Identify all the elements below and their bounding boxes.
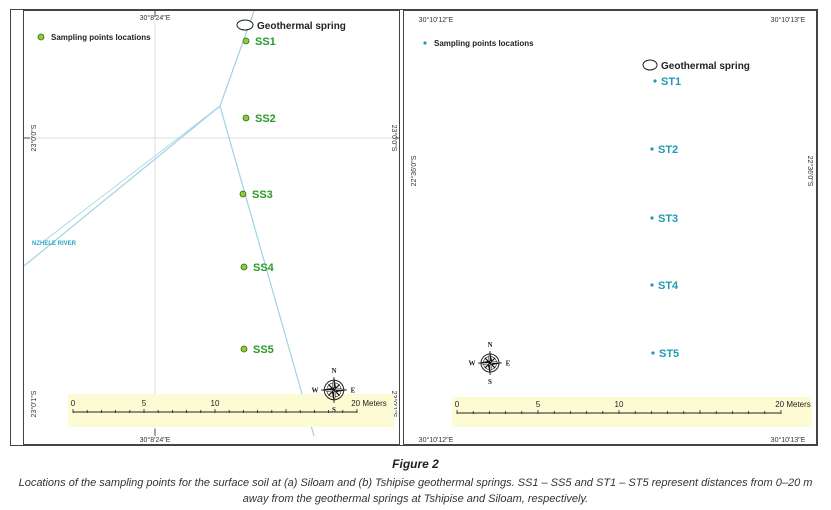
sampling-point-label: SS2: [255, 113, 276, 125]
compass-direction-label: S: [488, 378, 492, 386]
sampling-point-marker: [240, 345, 248, 353]
coord-bottom-left: 30°10'12"E: [419, 436, 454, 444]
legend-spring-label: Geothermal spring: [661, 61, 750, 72]
scale-bar-label: 20 Meters: [351, 399, 387, 408]
legend-points-label: Sampling points locations: [51, 33, 151, 42]
scale-bar-background: [452, 397, 812, 427]
map-panel-siloam: NZHELE RIVER 30°8'24"E 30°8'24"E 23°0'0"…: [23, 10, 400, 445]
sampling-point-label: ST1: [661, 76, 681, 88]
compass-direction-label: N: [331, 367, 336, 375]
coord-left-lower: 23°0'1"S: [30, 390, 38, 417]
sampling-point-label: SS5: [253, 344, 274, 356]
figure-caption: Locations of the sampling points for the…: [18, 477, 813, 505]
map-tshipise: 30°10'12"E 30°10'13"E 30°10'12"E 30°10'1…: [410, 16, 814, 444]
stream-line: [43, 105, 221, 242]
sampling-point-marker: [239, 190, 247, 198]
scale-bar-label: 0: [455, 400, 460, 409]
compass-direction-label: S: [332, 406, 336, 414]
coord-bottom-right: 30°10'13"E: [771, 436, 806, 444]
map-siloam: NZHELE RIVER 30°8'24"E 30°8'24"E 23°0'0"…: [24, 11, 399, 444]
scale-bar-tshipise: 0 5 10 20 Meters: [455, 400, 811, 414]
coord-left: 22°36'0"S: [410, 155, 418, 186]
sampling-point-marker: [653, 79, 657, 83]
sampling-point-marker: [651, 351, 655, 355]
coord-right-upper: 23°0'0"S: [390, 125, 398, 152]
coord-left-upper: 23°0'0"S: [30, 124, 38, 151]
figure-title: Figure 2: [392, 457, 439, 471]
sampling-point-marker: [650, 283, 654, 287]
scale-bar-label: 5: [536, 400, 541, 409]
sampling-point-marker: [650, 147, 654, 151]
sampling-point-label: SS3: [252, 189, 273, 201]
scale-bar-label: 10: [615, 400, 624, 409]
legend-spring-label: Geothermal spring: [257, 21, 346, 32]
scale-bar-siloam: 0 5 10 20 Meters: [71, 399, 387, 413]
coord-right: 22°36'0"S: [806, 156, 814, 187]
legend-points-label: Sampling points locations: [434, 39, 534, 48]
legend-point-symbol: [37, 33, 45, 41]
coord-top-right: 30°10'13"E: [771, 16, 806, 24]
compass-direction-label: E: [351, 387, 356, 395]
sampling-points-tshipise: ST1 ST2 ST3 ST4 ST5: [650, 76, 681, 360]
scale-bar-label: 0: [71, 399, 76, 408]
compass-direction-label: W: [469, 360, 476, 368]
sampling-point-marker: [650, 216, 654, 220]
sampling-point-marker: [240, 263, 248, 271]
compass-direction-label: W: [312, 387, 319, 395]
compass-direction-label: N: [487, 341, 492, 349]
sampling-point-label: ST4: [658, 280, 679, 292]
compass-rose-icon: N S E W: [469, 341, 511, 386]
sampling-point-label: ST5: [659, 348, 679, 360]
coord-top-left: 30°10'12"E: [419, 16, 454, 24]
spring-symbol: [642, 59, 658, 71]
map-panel-tshipise: 30°10'12"E 30°10'13"E 30°10'12"E 30°10'1…: [403, 10, 817, 445]
sampling-point-marker: [242, 114, 250, 122]
compass-rose-icon: N S E W: [312, 367, 356, 414]
sampling-point-label: ST3: [658, 213, 678, 225]
scale-bar-background: [68, 394, 394, 427]
compass-direction-label: E: [506, 360, 511, 368]
river-label: NZHELE RIVER: [32, 241, 77, 247]
sampling-point-label: ST2: [658, 144, 678, 156]
scale-bar-label: 10: [211, 399, 220, 408]
spring-symbol: [236, 19, 254, 31]
coord-bottom: 30°8'24"E: [140, 436, 171, 444]
figure-frame: NZHELE RIVER 30°8'24"E 30°8'24"E 23°0'0"…: [10, 9, 818, 446]
sampling-points-siloam: SS1 SS2 SS3 SS4 SS5: [239, 36, 276, 356]
coord-top: 30°8'24"E: [140, 14, 171, 22]
sampling-point-marker: [242, 37, 250, 45]
legend-point-symbol: [423, 41, 427, 45]
scale-bar-label: 5: [142, 399, 147, 408]
sampling-point-label: SS4: [253, 262, 275, 274]
scale-bar-label: 20 Meters: [775, 400, 811, 409]
sampling-point-label: SS1: [255, 36, 276, 48]
